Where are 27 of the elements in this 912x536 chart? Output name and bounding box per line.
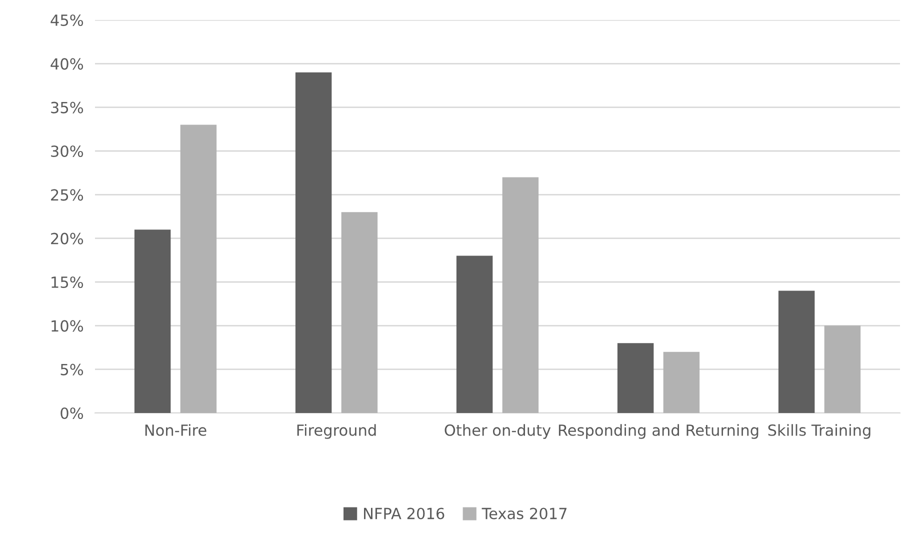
y-tick-label: 5% <box>60 364 84 376</box>
legend-label: NFPA 2016 <box>364 508 444 520</box>
x-tick-label: Fireground <box>297 424 376 439</box>
legend-label: Texas 2017 <box>482 508 566 520</box>
bar <box>824 326 861 413</box>
bar <box>663 352 700 413</box>
bar <box>341 212 378 413</box>
y-tick-label: 45% <box>50 14 84 26</box>
y-tick-label: 15% <box>52 276 84 288</box>
bar <box>778 290 815 413</box>
bar <box>134 230 171 413</box>
bar <box>180 124 217 413</box>
y-tick-label: 0% <box>60 407 84 420</box>
bar <box>502 177 539 413</box>
x-tick-label: Skills Training <box>768 424 870 439</box>
x-tick-label: Other on-duty <box>444 424 551 439</box>
y-tick-label: 20% <box>51 232 84 244</box>
y-tick-label: 40% <box>50 58 84 70</box>
bar <box>295 72 332 413</box>
y-tick-label: 35% <box>51 102 84 114</box>
y-tick-label: 30% <box>51 145 84 158</box>
y-tick-label: 10% <box>52 320 84 332</box>
bar <box>456 256 493 413</box>
x-tick-label: Responding and Returning <box>558 424 758 439</box>
x-tick-label: Non-Fire <box>145 424 206 436</box>
y-tick-label: 25% <box>51 189 84 201</box>
bar <box>617 343 654 413</box>
